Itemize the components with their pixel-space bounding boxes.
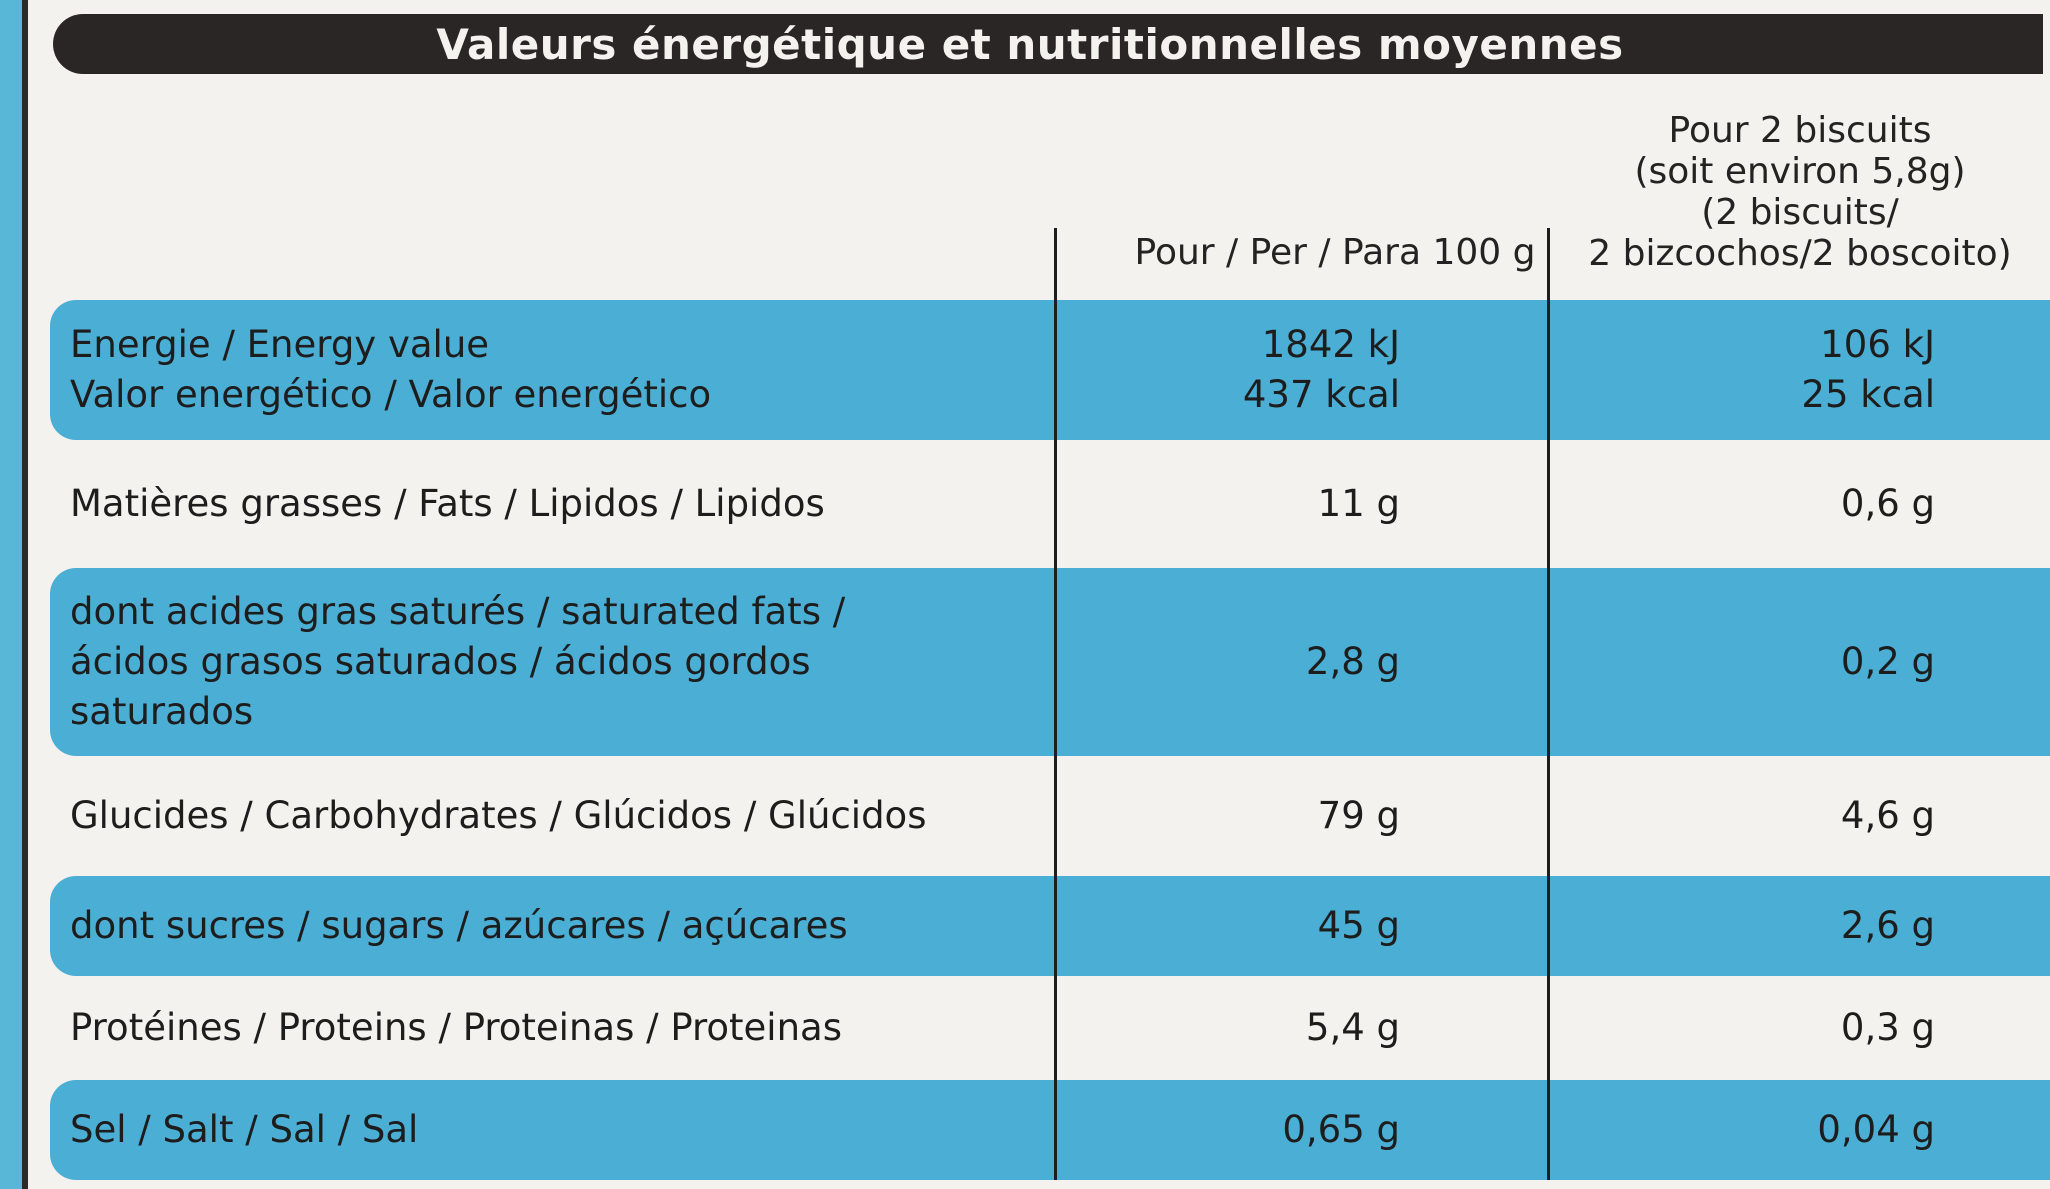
value-per-portion: 106 kJ 25 kcal [1550,300,1935,440]
value-line: 45 g [1317,904,1400,947]
value-line: 4,6 g [1840,794,1935,837]
label-line: Protéines / Proteins / Proteinas / Prote… [70,1006,842,1049]
value-per-100g: 79 g [1050,756,1400,876]
value-line: 11 g [1317,482,1400,525]
column-header-per-portion: Pour 2 biscuits (soit environ 5,8g) (2 b… [1550,110,2050,274]
portion-header-line: 2 bizcochos/2 boscoito) [1588,233,2012,274]
label-line: Sel / Salt / Sal / Sal [70,1108,419,1151]
value-line: 1842 kJ [1261,323,1400,366]
portion-header-line: Pour 2 biscuits [1668,110,1932,151]
label-line: Energie / Energy value [70,323,490,366]
portion-header-line: (soit environ 5,8g) [1634,151,1966,192]
value-per-portion: 0,04 g [1550,1080,1935,1180]
nutrient-label: Glucides / Carbohydrates / Glúcidos / Gl… [70,756,1050,876]
title-bar [53,14,2043,74]
column-divider [1547,228,1550,1180]
column-divider [1054,228,1057,1180]
nutrient-label: Matières grasses / Fats / Lipidos / Lipi… [70,440,1050,568]
table-title: Valeurs énergétique et nutritionnelles m… [436,20,1624,69]
label-line: dont sucres / sugars / azúcares / açúcar… [70,904,848,947]
value-line: 0,04 g [1817,1108,1935,1151]
nutrition-row-sugars: dont sucres / sugars / azúcares / açúcar… [50,876,2050,976]
label-line: Valor energético / Valor energético [70,373,712,416]
value-per-100g: 0,65 g [1050,1080,1400,1180]
value-per-portion: 2,6 g [1550,876,1935,976]
value-line: 25 kcal [1801,373,1935,416]
nutrition-row-salt: Sel / Salt / Sal / Sal 0,65 g 0,04 g [50,1080,2050,1180]
column-header-per-100g: Pour / Per / Para 100 g [1134,232,1536,273]
value-line: 437 kcal [1242,373,1400,416]
value-per-100g: 11 g [1050,440,1400,568]
nutrient-label: dont sucres / sugars / azúcares / açúcar… [70,876,1050,976]
value-per-100g: 5,4 g [1050,976,1400,1080]
nutrient-label: Energie / Energy value Valor energético … [70,300,1050,440]
value-line: 0,65 g [1282,1108,1400,1151]
nutrient-label: Protéines / Proteins / Proteinas / Prote… [70,976,1050,1080]
nutrition-row-proteins: Protéines / Proteins / Proteinas / Prote… [50,976,2050,1080]
nutrition-row-carbohydrates: Glucides / Carbohydrates / Glúcidos / Gl… [50,756,2050,876]
value-line: 0,3 g [1840,1006,1935,1049]
label-line: dont acides gras saturés / saturated fat… [70,590,846,633]
value-per-portion: 0,3 g [1550,976,1935,1080]
label-line: saturados [70,690,254,733]
nutrient-label: dont acides gras saturés / saturated fat… [70,568,1050,756]
nutrient-label: Sel / Salt / Sal / Sal [70,1080,1050,1180]
value-line: 79 g [1317,794,1400,837]
value-line: 106 kJ [1820,323,1935,366]
value-per-100g: 1842 kJ 437 kcal [1050,300,1400,440]
value-per-portion: 4,6 g [1550,756,1935,876]
value-line: 2,8 g [1305,640,1400,683]
nutrition-row-saturated-fats: dont acides gras saturés / saturated fat… [50,568,2050,756]
label-line: Glucides / Carbohydrates / Glúcidos / Gl… [70,794,927,837]
value-line: 0,6 g [1840,482,1935,525]
value-line: 2,6 g [1840,904,1935,947]
value-line: 0,2 g [1840,640,1935,683]
nutrition-row-energy: Energie / Energy value Valor energético … [50,300,2050,440]
nutrition-row-fats: Matières grasses / Fats / Lipidos / Lipi… [50,440,2050,568]
value-per-100g: 2,8 g [1050,568,1400,756]
value-per-portion: 0,6 g [1550,440,1935,568]
label-line: Matières grasses / Fats / Lipidos / Lipi… [70,482,825,525]
value-per-100g: 45 g [1050,876,1400,976]
value-line: 5,4 g [1305,1006,1400,1049]
portion-header-line: (2 biscuits/ [1701,192,1899,233]
label-line: ácidos grasos saturados / ácidos gordos [70,640,811,683]
value-per-portion: 0,2 g [1550,568,1935,756]
